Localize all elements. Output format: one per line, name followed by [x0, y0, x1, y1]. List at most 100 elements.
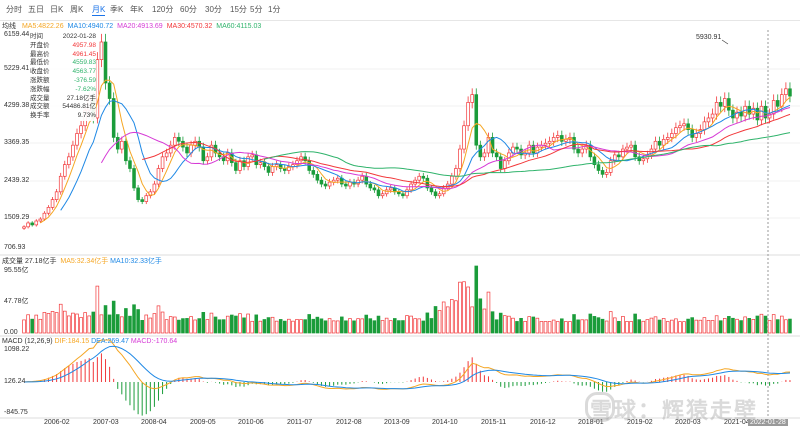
candle-body — [617, 154, 621, 158]
candle-body — [388, 187, 393, 191]
volume-bar — [572, 314, 576, 334]
volume-bar — [319, 318, 324, 334]
volume-bar — [608, 311, 613, 334]
candle-body — [376, 189, 381, 197]
volume-bar — [617, 320, 621, 334]
tab-11[interactable]: 5分 — [250, 5, 263, 14]
volume-bar — [213, 316, 218, 334]
candle-body — [723, 98, 727, 107]
volume-bar — [340, 316, 344, 334]
candle-body — [397, 191, 401, 195]
tab-5[interactable]: 季K — [110, 5, 124, 14]
volume-legend-text: 成交量 27.18亿手 — [2, 258, 57, 265]
volume-bar — [433, 306, 438, 334]
tab-7[interactable]: 120分 — [152, 5, 174, 14]
volume-bar — [698, 319, 703, 334]
volume-bar — [376, 315, 381, 334]
volume-ma5: MA5:32.34亿手 — [60, 258, 109, 265]
candle-body — [160, 156, 165, 169]
volume-bar — [270, 316, 275, 334]
volume-bar — [718, 320, 723, 334]
candle-body — [661, 138, 666, 146]
candle-body — [637, 156, 641, 162]
tab-12[interactable]: 1分 — [268, 5, 281, 14]
tab-9[interactable]: 30分 — [205, 5, 222, 14]
volume-bar — [230, 314, 234, 334]
volume-bar — [405, 315, 409, 334]
volume-bar — [637, 319, 641, 334]
candle-body — [327, 181, 332, 187]
candle-body — [323, 183, 328, 187]
x-axis-label: 2016-12 — [530, 419, 556, 426]
volume-bar — [629, 321, 633, 334]
tab-0[interactable]: 分时 — [6, 5, 22, 14]
volume-bar — [702, 317, 707, 334]
candle-body — [739, 111, 743, 117]
candle-body — [686, 123, 690, 130]
volume-bar — [54, 312, 59, 334]
candle-body — [727, 98, 731, 111]
volume-bar — [291, 320, 295, 334]
volume-bar — [225, 315, 230, 334]
tooltip-value: 4563.77 — [72, 68, 97, 76]
macd-axis-label: 1098.22 — [4, 346, 30, 353]
candle-body — [22, 226, 26, 229]
tab-1[interactable]: 五日 — [28, 5, 44, 14]
volume-legend: 成交量 27.18亿手 MA5:32.34亿手 MA10:32.33亿手 — [2, 256, 162, 266]
candle-body — [303, 156, 307, 162]
price-axis-label: 1509.29 — [4, 214, 30, 221]
tab-3[interactable]: 周K — [70, 5, 84, 14]
x-axis-label: 2008-04 — [141, 419, 167, 426]
volume-bar — [511, 317, 515, 334]
tab-6[interactable]: 年K — [130, 5, 144, 14]
volume-bar — [735, 318, 739, 334]
candle-body — [767, 113, 772, 119]
candle-body — [547, 140, 552, 144]
x-axis-label: 2020-03 — [675, 419, 701, 426]
tooltip-value: 54486.81亿 — [62, 103, 96, 111]
volume-bar — [727, 316, 731, 334]
volume-bar — [450, 299, 454, 334]
candle-body — [555, 135, 560, 138]
snowball-logo-icon — [585, 392, 615, 422]
tooltip-value: 4957.98 — [72, 41, 97, 49]
volume-bar — [42, 312, 47, 334]
macd-dea: DEA:269.47 — [91, 338, 129, 345]
x-axis-label: 2011-07 — [287, 419, 313, 426]
volume-bar — [710, 320, 715, 334]
candle-body — [670, 133, 674, 138]
tab-8[interactable]: 60分 — [180, 5, 197, 14]
volume-bar — [258, 320, 263, 334]
volume-bar — [564, 321, 568, 334]
volume-bar — [87, 315, 91, 334]
candle-body — [295, 160, 299, 165]
tab-10[interactable]: 15分 — [230, 5, 247, 14]
price-axis-label: 5229.41 — [4, 65, 30, 72]
volume-bar — [674, 318, 678, 334]
x-axis-label: 2006-02 — [44, 419, 70, 426]
candle-body — [600, 170, 605, 175]
volume-bar — [26, 314, 30, 334]
volume-bar — [613, 317, 617, 334]
volume-bar — [352, 320, 356, 334]
price-axis-label: 4299.38 — [4, 102, 30, 109]
price-axis-label: 6159.44 — [4, 31, 30, 38]
candle-body — [319, 179, 324, 185]
volume-bar — [547, 321, 552, 334]
candle-body — [551, 137, 556, 142]
candle-body — [115, 137, 120, 150]
macd-axis-label: -845.75 — [4, 409, 28, 416]
tab-2[interactable]: 日K — [50, 5, 64, 14]
volume-bar — [144, 314, 149, 334]
candle-body — [784, 88, 788, 95]
volume-bar — [490, 311, 495, 334]
volume-bar — [262, 319, 267, 334]
candle-body — [470, 94, 474, 103]
volume-bar — [156, 305, 161, 334]
volume-bar — [50, 311, 55, 334]
candle-body — [625, 146, 629, 150]
tab-4[interactable]: 月K — [92, 5, 106, 16]
candle-body — [30, 222, 34, 226]
candle-body — [429, 187, 434, 193]
